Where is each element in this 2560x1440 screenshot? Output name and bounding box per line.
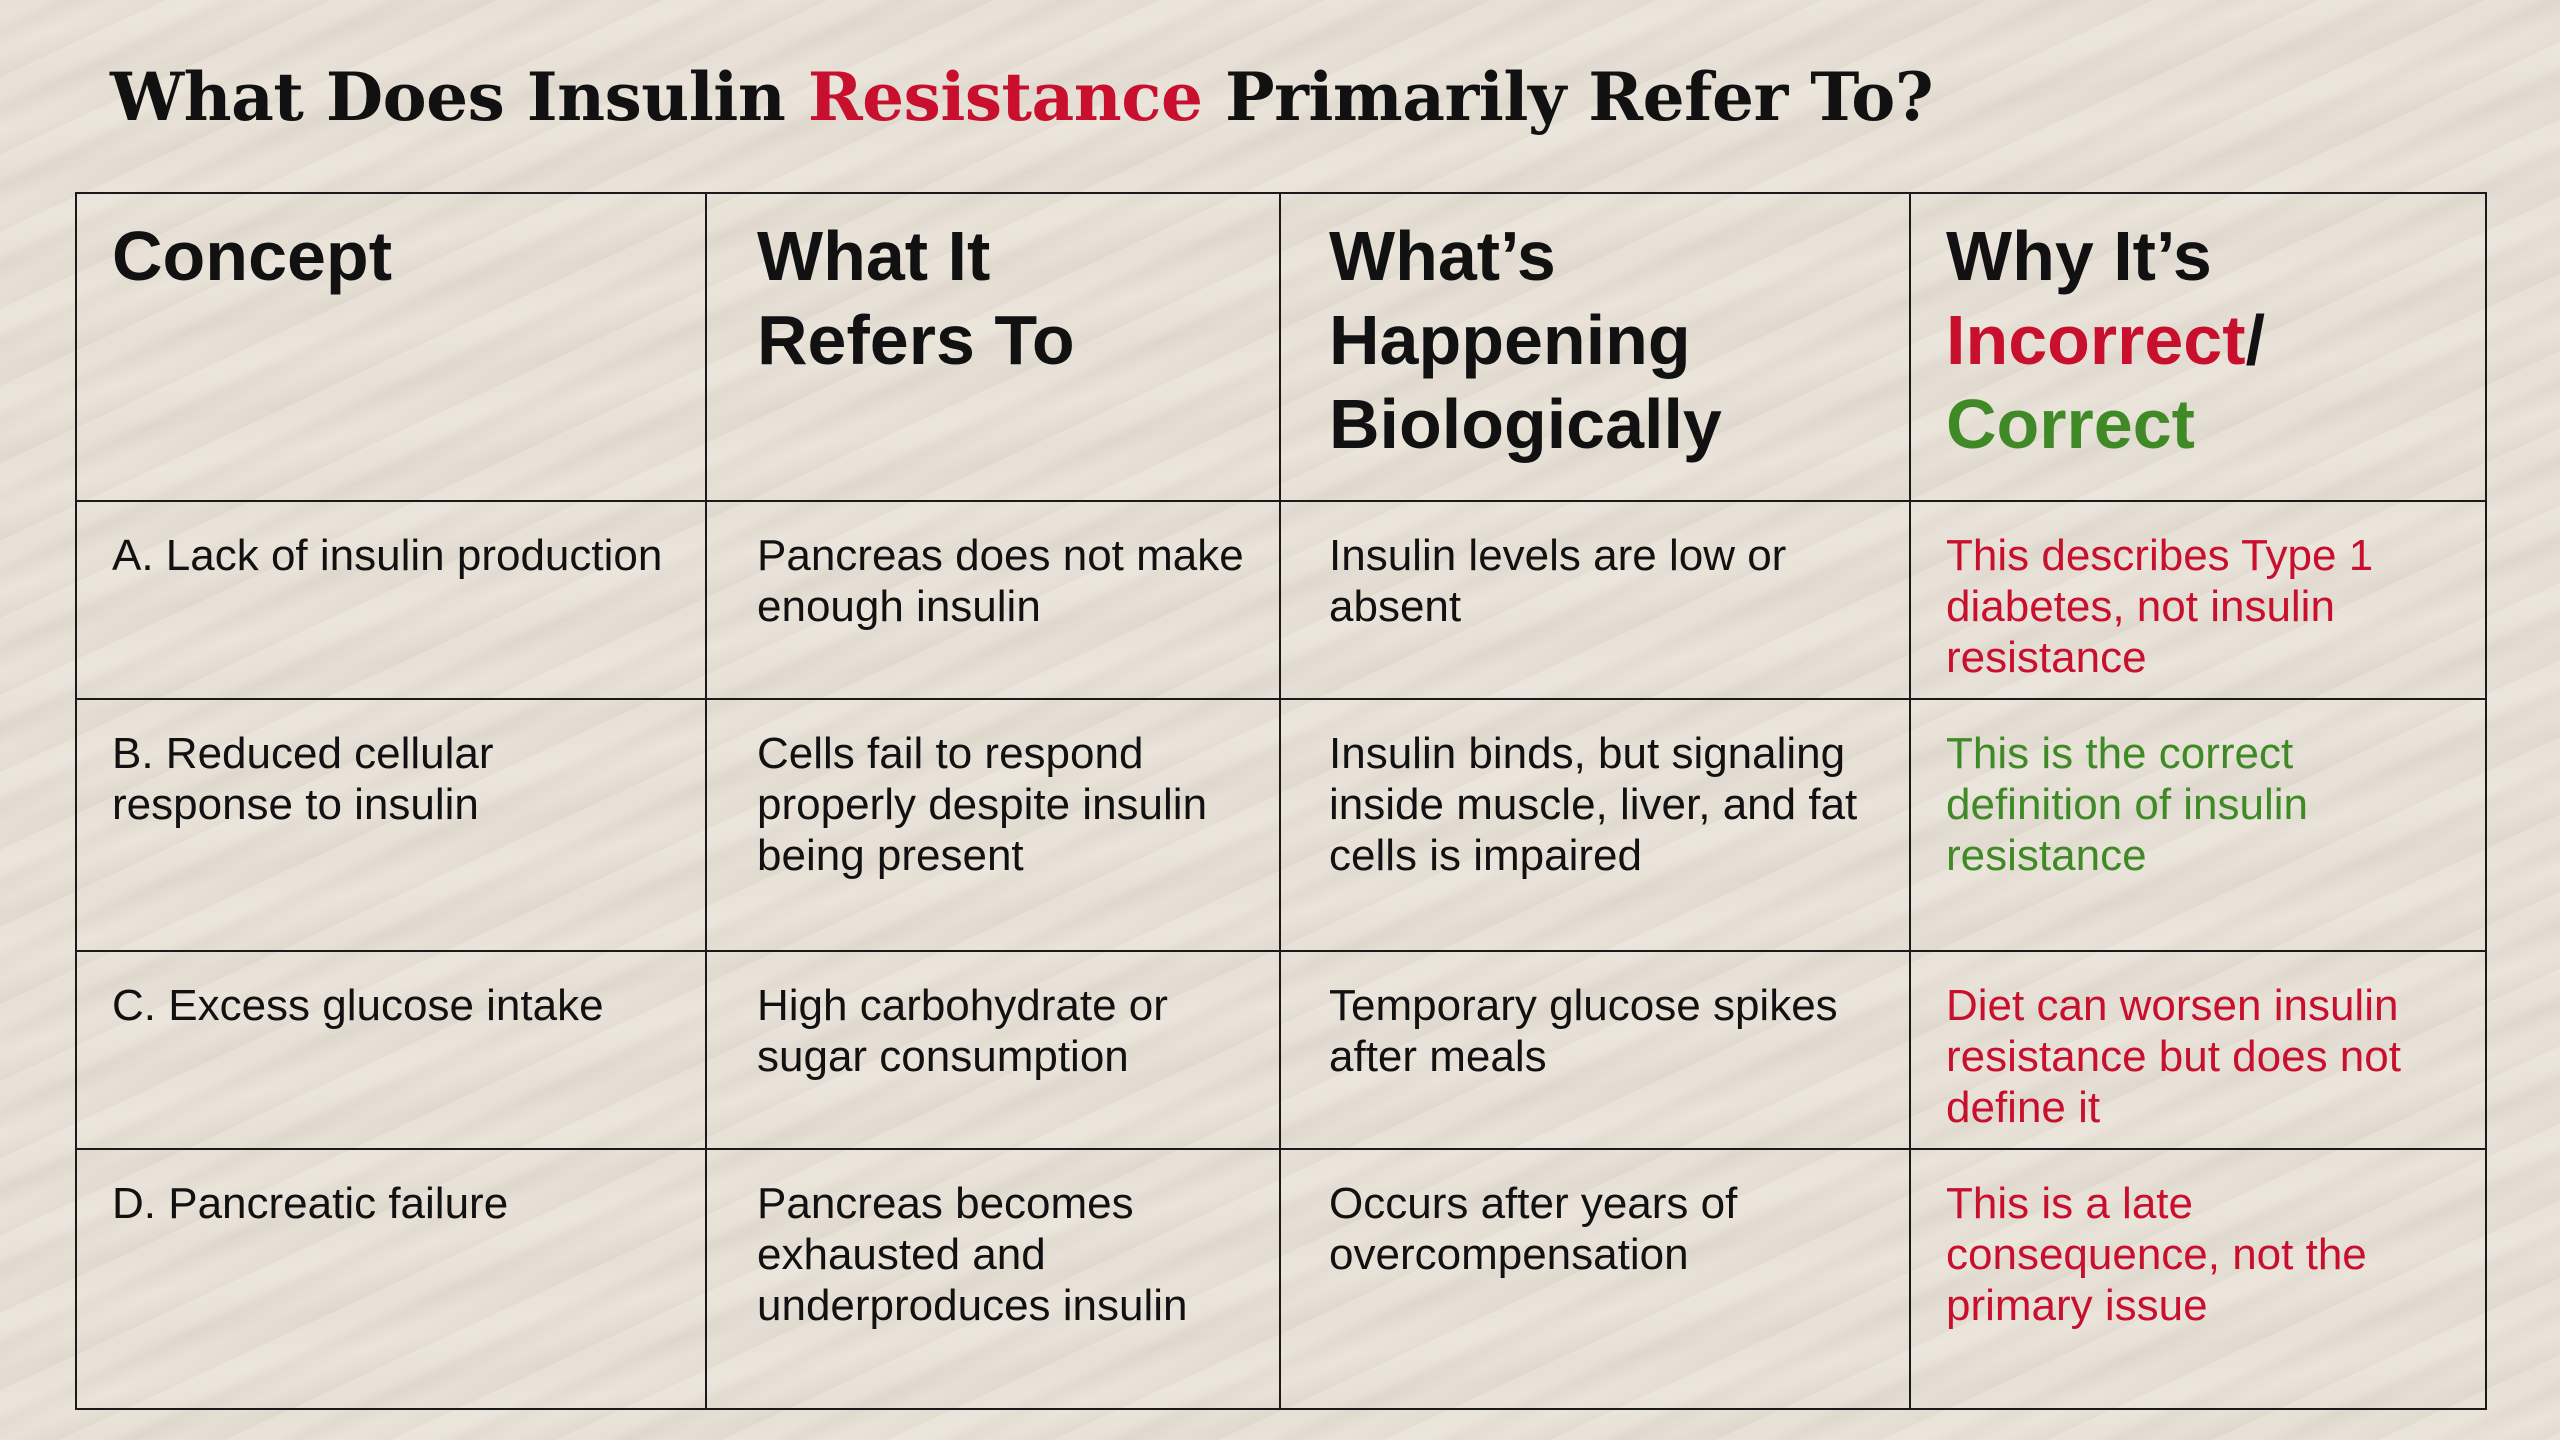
header-concept: Concept xyxy=(75,192,707,502)
header-incorrect-word: Incorrect xyxy=(1946,301,2246,379)
table-row-d: D. Pancreatic failure Pancreas becomes e… xyxy=(75,1148,2487,1410)
cell-refers: Cells fail to respond properly despite i… xyxy=(705,698,1281,952)
table-row-c: C. Excess glucose intake High carbohydra… xyxy=(75,950,2487,1150)
cell-concept: A. Lack of insulin production xyxy=(75,500,707,700)
table-row-b: B. Reduced cellular response to insulin … xyxy=(75,698,2487,952)
cell-biology: Occurs after years of overcompensation xyxy=(1279,1148,1911,1410)
cell-why-correct: This is the correct definition of insuli… xyxy=(1909,698,2487,952)
cell-refers: Pancreas becomes exhausted and underprod… xyxy=(705,1148,1281,1410)
page-title: What Does Insulin Resistance Primarily R… xyxy=(110,58,1933,136)
table-row-a: A. Lack of insulin production Pancreas d… xyxy=(75,500,2487,700)
title-highlight: Resistance xyxy=(807,58,1203,136)
cell-why-incorrect: Diet can worsen insulin resistance but d… xyxy=(1909,950,2487,1150)
header-what-it-refers-to: What It Refers To xyxy=(705,192,1281,502)
comparison-table: Concept What It Refers To What’s Happening… xyxy=(75,192,2487,1410)
header-correct-word: Correct xyxy=(1946,385,2195,463)
cell-why-incorrect: This describes Type 1 diabetes, not insu… xyxy=(1909,500,2487,700)
cell-concept: D. Pancreatic failure xyxy=(75,1148,707,1410)
cell-refers: Pancreas does not make enough insulin xyxy=(705,500,1281,700)
table-header-row: Concept What It Refers To What’s Happening… xyxy=(75,192,2487,502)
cell-biology: Insulin levels are low or absent xyxy=(1279,500,1911,700)
cell-concept: B. Reduced cellular response to insulin xyxy=(75,698,707,952)
cell-biology: Temporary glucose spikes after meals xyxy=(1279,950,1911,1150)
header-whats-happening-biologically: What’s Happening Biologically xyxy=(1279,192,1911,502)
cell-refers: High carbohydrate or sugar consumption xyxy=(705,950,1281,1150)
cell-concept: C. Excess glucose intake xyxy=(75,950,707,1150)
title-part-1: What Does Insulin xyxy=(110,58,808,136)
title-part-2: Primarily Refer To? xyxy=(1202,58,1934,136)
cell-why-incorrect: This is a late consequence, not the prim… xyxy=(1909,1148,2487,1410)
cell-biology: Insulin binds, but signaling inside musc… xyxy=(1279,698,1911,952)
header-why-incorrect-correct: Why It’s Incorrect/Correct xyxy=(1909,192,2487,502)
